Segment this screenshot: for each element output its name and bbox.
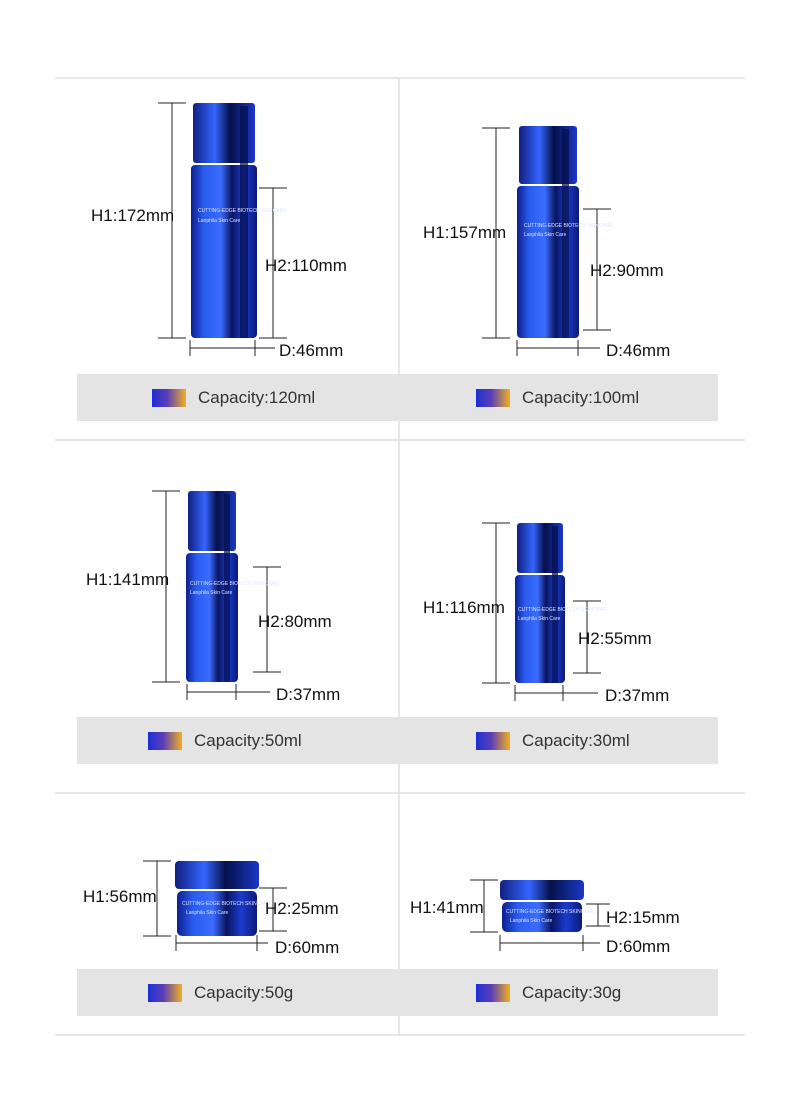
capacity-1: Capacity:120ml xyxy=(152,388,315,408)
capacity-text: Capacity:50ml xyxy=(194,731,302,750)
capacity-text: Capacity:120ml xyxy=(198,388,316,407)
p2-h2: H2:90mm xyxy=(590,261,664,280)
p4-h1: H1:116mm xyxy=(423,598,505,617)
bottle-4-brand: CUTTING-EDGE BIOTECH SKINCARE xyxy=(518,607,607,613)
p5-d: D:60mm xyxy=(275,938,340,957)
p2-d: D:46mm xyxy=(606,341,671,360)
gradient-swatch xyxy=(152,389,186,407)
p5-h2: H2:25mm xyxy=(265,899,339,918)
gradient-swatch xyxy=(476,984,510,1002)
capacity-band-3 xyxy=(77,969,718,1016)
p6-h2: H2:15mm xyxy=(606,908,680,927)
gradient-swatch xyxy=(148,732,182,750)
divider-center xyxy=(398,77,400,1034)
capacity-2: Capacity:100ml xyxy=(476,388,639,408)
p4-h2: H2:55mm xyxy=(578,629,652,648)
p6-h1: H1:41mm xyxy=(410,898,484,917)
p3-d: D:37mm xyxy=(276,685,341,704)
bottle-30ml xyxy=(515,523,565,683)
divider-top xyxy=(55,77,745,79)
divider-row-2 xyxy=(55,792,745,794)
capacity-4: Capacity:30ml xyxy=(476,731,630,751)
bottle-3-brand: CUTTING-EDGE BIOTECH SKINCARE xyxy=(190,581,279,587)
divider-bottom xyxy=(55,1034,745,1036)
p3-h1: H1:141mm xyxy=(86,570,170,589)
gradient-swatch xyxy=(148,984,182,1002)
jar-6-line: Lanphila Skin Care xyxy=(510,918,552,924)
p1-d: D:46mm xyxy=(279,341,344,360)
divider-row-1 xyxy=(55,439,745,441)
p2-h1: H1:157mm xyxy=(423,223,507,242)
bottle-1-brand: CUTTING-EDGE BIOTECH SKINCARE xyxy=(198,208,287,214)
capacity-5: Capacity:50g xyxy=(148,983,293,1003)
capacity-band-2 xyxy=(77,717,718,764)
capacity-text: Capacity:100ml xyxy=(522,388,640,407)
bottle-100ml xyxy=(517,126,579,338)
bottle-2-brand: CUTTING-EDGE BIOTECH SKINCARE xyxy=(524,223,613,229)
bottle-120ml xyxy=(191,103,257,338)
jar-30g xyxy=(500,880,584,932)
jar-6-brand: CUTTING-EDGE BIOTECH SKINCARE xyxy=(506,909,595,915)
jar-5-brand: CUTTING-EDGE BIOTECH SKINCARE xyxy=(182,901,271,907)
bottle-4-line: Lanphila Skin Care xyxy=(518,616,560,622)
jar-5-line: Lanphila Skin Care xyxy=(186,910,228,916)
p1-h2: H2:110mm xyxy=(265,256,347,275)
jar-50g xyxy=(175,861,259,936)
p3-h2: H2:80mm xyxy=(258,612,332,631)
bottle-2-line: Lanphila Skin Care xyxy=(524,232,566,238)
capacity-text: Capacity:30ml xyxy=(522,731,630,750)
bottle-1-line: Lanphila Skin Care xyxy=(198,218,240,224)
gradient-swatch xyxy=(476,732,510,750)
p1-h1: H1:172mm xyxy=(91,206,175,225)
capacity-text: Capacity:50g xyxy=(194,983,294,1002)
bottle-3-line: Lanphila Skin Care xyxy=(190,590,232,596)
capacity-text: Capacity:30g xyxy=(522,983,622,1002)
capacity-6: Capacity:30g xyxy=(476,983,621,1003)
p4-d: D:37mm xyxy=(605,686,670,705)
capacity-3: Capacity:50ml xyxy=(148,731,302,751)
p5-h1: H1:56mm xyxy=(83,887,157,906)
p6-d: D:60mm xyxy=(606,937,671,956)
bottle-50ml xyxy=(186,491,238,682)
gradient-swatch xyxy=(476,389,510,407)
